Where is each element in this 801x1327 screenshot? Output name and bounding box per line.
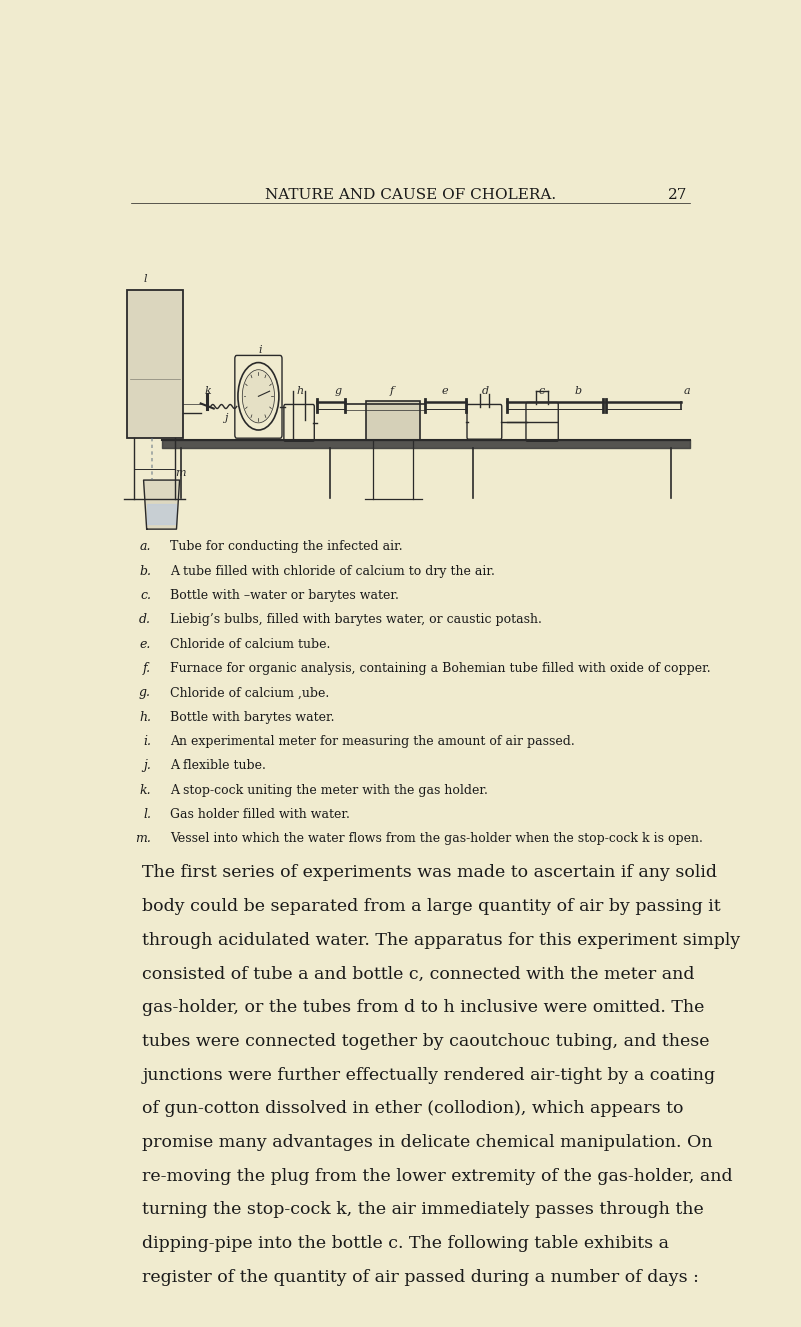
Text: consisted of tube a and bottle c, connected with the meter and: consisted of tube a and bottle c, connec… bbox=[143, 966, 694, 982]
Text: 27: 27 bbox=[668, 188, 687, 202]
Text: body could be separated from a large quantity of air by passing it: body could be separated from a large qua… bbox=[143, 898, 721, 916]
Bar bbox=[366, 401, 421, 441]
Text: f: f bbox=[390, 386, 394, 397]
Text: NATURE AND CAUSE OF CHOLERA.: NATURE AND CAUSE OF CHOLERA. bbox=[265, 188, 556, 202]
Text: promise many advantages in delicate chemical manipulation. On: promise many advantages in delicate chem… bbox=[143, 1135, 713, 1151]
Text: Bottle with barytes water.: Bottle with barytes water. bbox=[170, 710, 334, 723]
Text: c: c bbox=[539, 386, 545, 397]
Text: tubes were connected together by caoutchouc tubing, and these: tubes were connected together by caoutch… bbox=[143, 1032, 710, 1050]
Text: k: k bbox=[204, 386, 211, 397]
Text: of gun-cotton dissolved in ether (collodion), which appears to: of gun-cotton dissolved in ether (collod… bbox=[143, 1100, 684, 1117]
Text: Furnace for organic analysis, containing a Bohemian tube filled with oxide of co: Furnace for organic analysis, containing… bbox=[170, 662, 710, 675]
Text: The first series of experiments was made to ascertain if any solid: The first series of experiments was made… bbox=[143, 864, 718, 881]
Text: i: i bbox=[259, 345, 262, 356]
Text: f.: f. bbox=[143, 662, 151, 675]
Text: Gas holder filled with water.: Gas holder filled with water. bbox=[170, 808, 349, 821]
Text: Bottle with –water or barytes water.: Bottle with –water or barytes water. bbox=[170, 589, 399, 602]
Text: d: d bbox=[481, 386, 489, 397]
Text: l.: l. bbox=[143, 808, 151, 821]
Text: turning the stop-cock k, the air immediately passes through the: turning the stop-cock k, the air immedia… bbox=[143, 1201, 704, 1218]
Text: dipping-pipe into the bottle c. The following table exhibits a: dipping-pipe into the bottle c. The foll… bbox=[143, 1235, 670, 1253]
Text: h.: h. bbox=[139, 710, 151, 723]
Text: Tube for conducting the infected air.: Tube for conducting the infected air. bbox=[170, 540, 402, 553]
Text: g.: g. bbox=[139, 686, 151, 699]
Text: Vessel into which the water flows from the gas-holder when the stop-cock k is op: Vessel into which the water flows from t… bbox=[170, 832, 702, 845]
Text: An experimental meter for measuring the amount of air passed.: An experimental meter for measuring the … bbox=[170, 735, 574, 748]
Polygon shape bbox=[143, 480, 179, 529]
Text: b.: b. bbox=[139, 565, 151, 577]
Text: junctions were further effectually rendered air-tight by a coating: junctions were further effectually rende… bbox=[143, 1067, 715, 1084]
Text: k.: k. bbox=[139, 783, 151, 796]
Text: Chloride of calcium tube.: Chloride of calcium tube. bbox=[170, 638, 330, 650]
Text: g: g bbox=[335, 386, 342, 397]
Text: A tube filled with chloride of calcium to dry the air.: A tube filled with chloride of calcium t… bbox=[170, 565, 494, 577]
Text: a.: a. bbox=[139, 540, 151, 553]
Text: Chloride of calcium ,ube.: Chloride of calcium ,ube. bbox=[170, 686, 329, 699]
Text: re-moving the plug from the lower extremity of the gas-holder, and: re-moving the plug from the lower extrem… bbox=[143, 1168, 733, 1185]
Circle shape bbox=[242, 370, 275, 423]
Text: e.: e. bbox=[139, 638, 151, 650]
Text: e: e bbox=[441, 386, 448, 397]
Text: A stop-cock uniting the meter with the gas holder.: A stop-cock uniting the meter with the g… bbox=[170, 783, 488, 796]
Text: Liebig’s bulbs, filled with barytes water, or caustic potash.: Liebig’s bulbs, filled with barytes wate… bbox=[170, 613, 541, 626]
Text: A flexible tube.: A flexible tube. bbox=[170, 759, 265, 772]
Text: m: m bbox=[175, 468, 186, 478]
Text: through acidulated water. The apparatus for this experiment simply: through acidulated water. The apparatus … bbox=[143, 932, 741, 949]
Text: b: b bbox=[574, 386, 582, 397]
Text: d.: d. bbox=[139, 613, 151, 626]
Text: h: h bbox=[296, 386, 304, 397]
Text: c.: c. bbox=[140, 589, 151, 602]
Text: j.: j. bbox=[143, 759, 151, 772]
Text: l: l bbox=[143, 273, 147, 284]
Text: a: a bbox=[683, 386, 690, 397]
Text: j: j bbox=[224, 413, 228, 423]
Bar bbox=[127, 291, 183, 438]
Text: i.: i. bbox=[143, 735, 151, 748]
Text: m.: m. bbox=[135, 832, 151, 845]
Text: gas-holder, or the tubes from d to h inclusive were omitted. The: gas-holder, or the tubes from d to h inc… bbox=[143, 999, 705, 1016]
Text: register of the quantity of air passed during a number of days :: register of the quantity of air passed d… bbox=[143, 1269, 699, 1286]
